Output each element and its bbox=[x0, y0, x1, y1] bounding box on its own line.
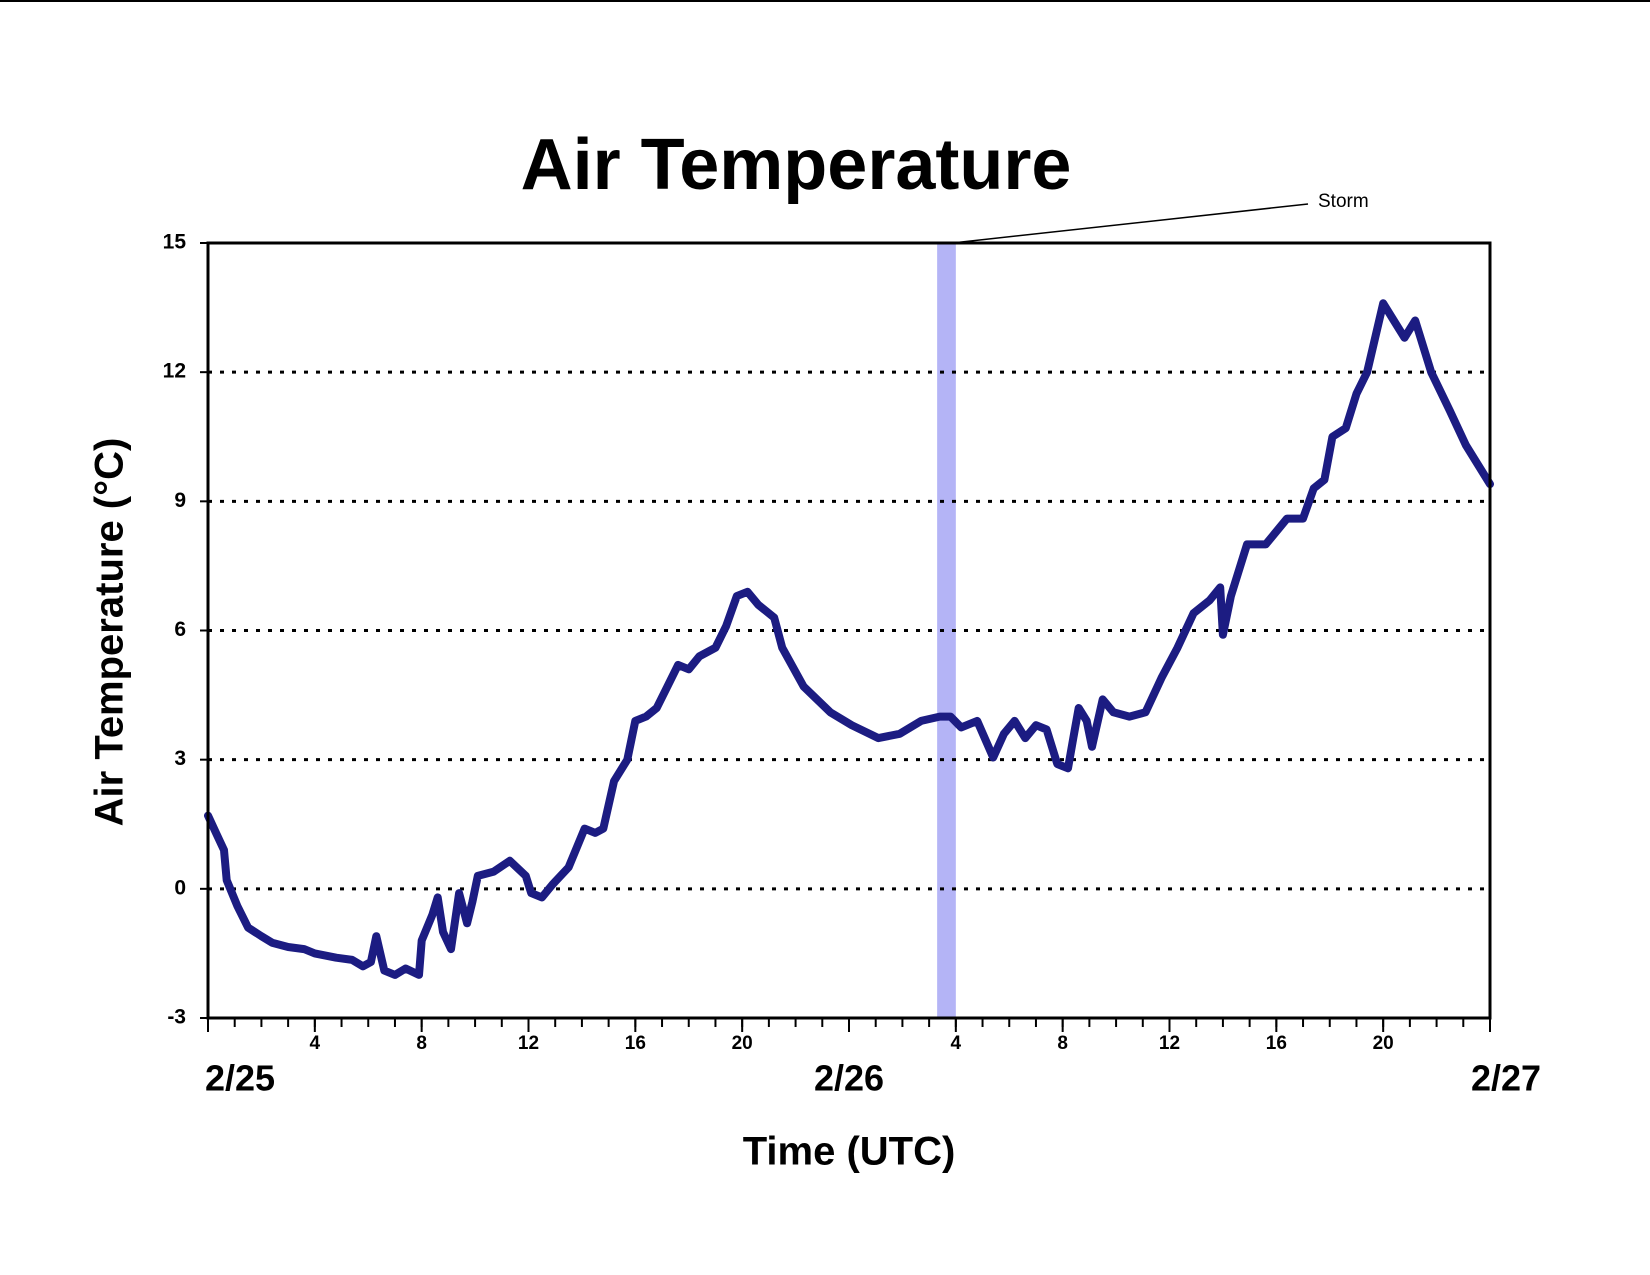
x-tick-label: 20 bbox=[1373, 1033, 1394, 1054]
storm-band bbox=[937, 243, 956, 1018]
y-axis-title: Air Temperature (°C) bbox=[88, 438, 132, 827]
date-tick-label: 2/27 bbox=[1471, 1058, 1541, 1099]
x-tick-label: 16 bbox=[625, 1033, 646, 1054]
y-tick-label: 12 bbox=[163, 360, 186, 383]
x-tick-label: 12 bbox=[1159, 1033, 1180, 1054]
data-line bbox=[204, 299, 1494, 979]
x-tick-label: 4 bbox=[310, 1033, 321, 1054]
date-tick-label: 2/25 bbox=[205, 1058, 275, 1099]
x-tick-label: 8 bbox=[1057, 1033, 1068, 1054]
y-tick-label: 15 bbox=[163, 231, 187, 254]
y-tick-label: 3 bbox=[174, 747, 186, 770]
storm-leader bbox=[952, 203, 1309, 244]
x-tick-label: 20 bbox=[732, 1033, 753, 1054]
x-tick-label: 12 bbox=[518, 1033, 539, 1054]
y-tick-label: 9 bbox=[174, 489, 186, 512]
date-tick-label: 2/26 bbox=[814, 1058, 884, 1099]
x-axis-title: Time (UTC) bbox=[743, 1130, 956, 1174]
plot-frame bbox=[206, 241, 1492, 1020]
y-tick-label: -3 bbox=[167, 1006, 186, 1029]
x-tick-label: 4 bbox=[951, 1033, 962, 1054]
y-tick-label: 6 bbox=[174, 618, 186, 641]
y-tick-label: 0 bbox=[174, 876, 186, 899]
x-tick-label: 16 bbox=[1266, 1033, 1287, 1054]
chart-title: Air Temperature bbox=[521, 125, 1072, 205]
storm-label: Storm bbox=[1318, 191, 1369, 212]
x-tick-label: 8 bbox=[416, 1033, 427, 1054]
